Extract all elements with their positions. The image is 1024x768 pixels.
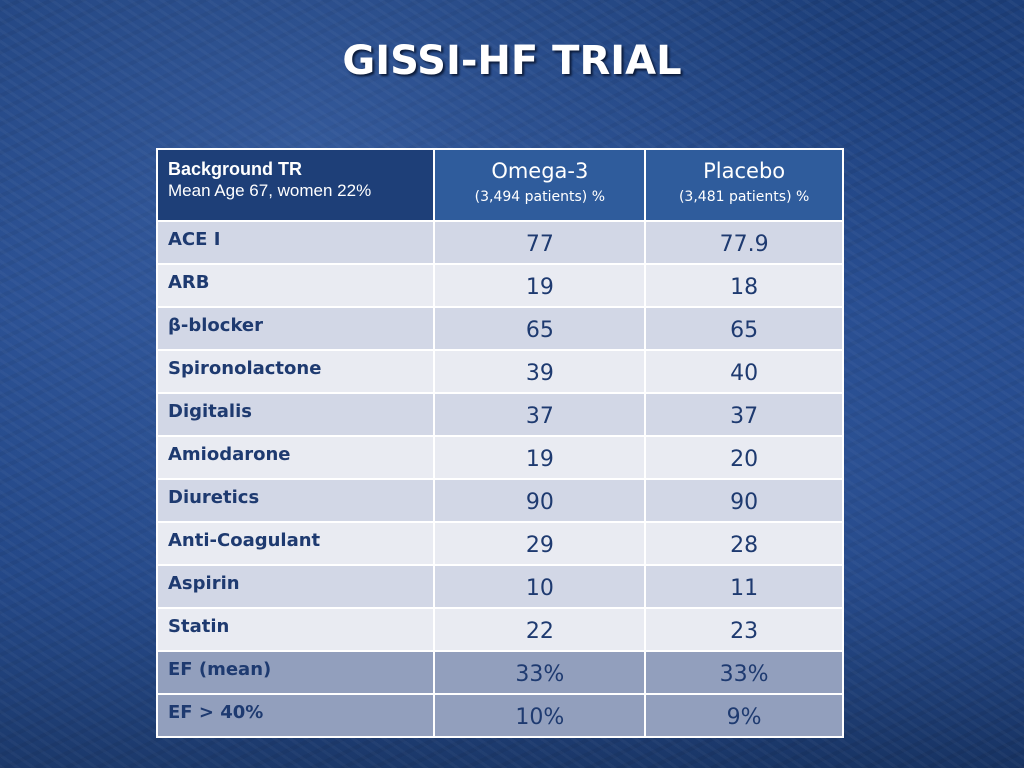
row-label: EF (mean) xyxy=(155,650,436,695)
row-label: Spironolactone xyxy=(155,349,436,394)
table-row: EF > 40% 10% 9% xyxy=(155,693,844,738)
medication-table: Background TR Mean Age 67, women 22% Ome… xyxy=(155,148,844,738)
omega3-value: 90 xyxy=(433,478,647,523)
placebo-value: 11 xyxy=(644,564,844,609)
table-row: ARB 19 18 xyxy=(155,263,844,308)
row-label: ARB xyxy=(155,263,436,308)
table-row: Diuretics 90 90 xyxy=(155,478,844,523)
placebo-value: 28 xyxy=(644,521,844,566)
omega3-value: 65 xyxy=(433,306,647,351)
background-subtitle: Mean Age 67, women 22% xyxy=(168,181,372,200)
table-row: ACE I 77 77.9 xyxy=(155,220,844,265)
placebo-value: 33% xyxy=(644,650,844,695)
row-label: Diuretics xyxy=(155,478,436,523)
omega3-group-name: Omega-3 xyxy=(491,159,589,183)
placebo-group-count: (3,481 patients) % xyxy=(678,189,810,205)
table-row: Anti-Coagulant 29 28 xyxy=(155,521,844,566)
row-label: Digitalis xyxy=(155,392,436,437)
omega3-value: 22 xyxy=(433,607,647,652)
row-label: Amiodarone xyxy=(155,435,436,480)
placebo-value: 9% xyxy=(644,693,844,738)
background-title: Background TR xyxy=(168,159,303,179)
row-label: Aspirin xyxy=(155,564,436,609)
table-row: EF (mean) 33% 33% xyxy=(155,650,844,695)
placebo-value: 40 xyxy=(644,349,844,394)
row-label: β-blocker xyxy=(155,306,436,351)
table-row: β-blocker 65 65 xyxy=(155,306,844,351)
table-row: Amiodarone 19 20 xyxy=(155,435,844,480)
omega3-value: 10% xyxy=(433,693,647,738)
placebo-group-name: Placebo xyxy=(703,159,786,183)
row-label: Anti-Coagulant xyxy=(155,521,436,566)
table-row: Aspirin 10 11 xyxy=(155,564,844,609)
omega3-group-count: (3,494 patients) % xyxy=(474,189,605,205)
placebo-value: 90 xyxy=(644,478,844,523)
placebo-value: 20 xyxy=(644,435,844,480)
background-header-cell: Background TR Mean Age 67, women 22% xyxy=(155,148,436,222)
row-label: ACE I xyxy=(155,220,436,265)
placebo-value: 23 xyxy=(644,607,844,652)
omega3-value: 37 xyxy=(433,392,647,437)
placebo-value: 37 xyxy=(644,392,844,437)
omega3-header-cell: Omega-3 (3,494 patients) % xyxy=(433,148,647,222)
omega3-value: 77 xyxy=(433,220,647,265)
table-row: Digitalis 37 37 xyxy=(155,392,844,437)
slide-title: GISSI-HF TRIAL xyxy=(342,38,682,84)
omega3-value: 10 xyxy=(433,564,647,609)
omega3-value: 39 xyxy=(433,349,647,394)
placebo-header-cell: Placebo (3,481 patients) % xyxy=(644,148,844,222)
table-header-row: Background TR Mean Age 67, women 22% Ome… xyxy=(155,148,844,222)
table-row: Spironolactone 39 40 xyxy=(155,349,844,394)
row-label: Statin xyxy=(155,607,436,652)
table-row: Statin 22 23 xyxy=(155,607,844,652)
placebo-value: 77.9 xyxy=(644,220,844,265)
placebo-value: 65 xyxy=(644,306,844,351)
omega3-value: 19 xyxy=(433,263,647,308)
omega3-value: 33% xyxy=(433,650,647,695)
omega3-value: 29 xyxy=(433,521,647,566)
omega3-value: 19 xyxy=(433,435,647,480)
row-label: EF > 40% xyxy=(155,693,436,738)
placebo-value: 18 xyxy=(644,263,844,308)
